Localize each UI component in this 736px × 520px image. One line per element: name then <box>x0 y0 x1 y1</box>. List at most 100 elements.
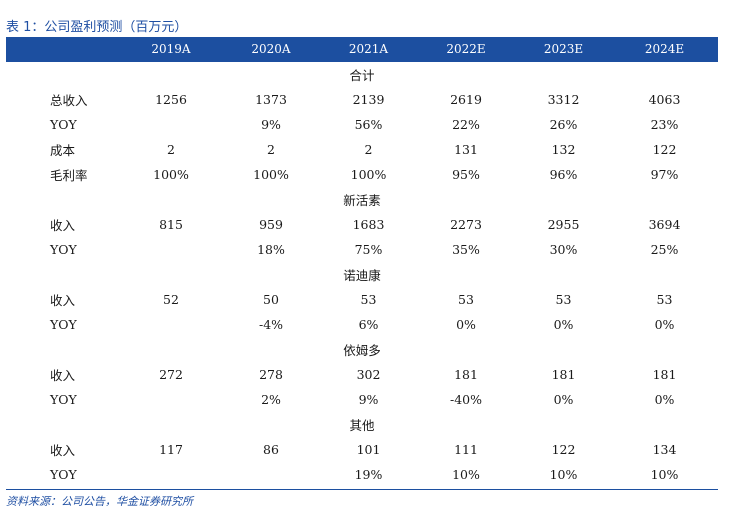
value-cell: 122 <box>652 142 677 157</box>
section-title: 新活素 <box>343 193 381 208</box>
section-row: 诺迪康 <box>6 262 718 287</box>
value-cell: 2 <box>267 142 275 157</box>
section-row: 新活素 <box>6 187 718 212</box>
value-cell: 35% <box>452 242 480 257</box>
row-label: 收入 <box>50 368 76 383</box>
table-row: 总收入 1256 1373 2139 2619 3312 4063 <box>6 87 718 112</box>
value-cell: 22% <box>452 117 480 132</box>
value-cell: 1256 <box>155 92 187 107</box>
row-label: 毛利率 <box>50 168 88 183</box>
row-label: YOY <box>50 317 77 332</box>
value-cell: 0% <box>553 392 574 407</box>
table-row: 收入 117 86 101 111 122 134 <box>6 437 718 462</box>
section-row: 依姆多 <box>6 337 718 362</box>
table-row: 毛利率 100% 100% 100% 95% 96% 97% <box>6 162 718 187</box>
value-cell: 23% <box>650 117 679 132</box>
value-cell: 2273 <box>450 217 482 232</box>
value-cell: 0% <box>654 317 675 332</box>
value-cell: 97% <box>650 167 679 182</box>
value-cell: 10% <box>650 467 679 482</box>
value-cell: 4063 <box>648 92 681 107</box>
value-cell: 117 <box>159 442 183 457</box>
value-cell: 134 <box>652 442 677 457</box>
value-cell: 50 <box>263 292 279 307</box>
row-label: YOY <box>50 242 77 257</box>
value-cell: 19% <box>354 467 383 482</box>
header-cell-2021a: 2021A <box>348 42 389 56</box>
value-cell: 131 <box>454 142 478 157</box>
value-cell: 95% <box>452 167 480 182</box>
value-cell: 53 <box>458 292 474 307</box>
table-caption: 表 1：公司盈利预测（百万元） <box>6 20 188 35</box>
value-cell: 2139 <box>352 92 385 107</box>
header-cell-2022e: 2022E <box>446 42 486 56</box>
value-cell: 18% <box>257 242 285 257</box>
header-cell-2019a: 2019A <box>151 42 191 56</box>
profit-forecast-table: 2019A 2020A 2021A 2022E 2023E 2024E 合计总收… <box>6 37 718 487</box>
value-cell: 6% <box>358 317 379 332</box>
row-label: 成本 <box>50 143 76 158</box>
value-cell: 2 <box>167 142 175 157</box>
value-cell: 25% <box>650 242 679 257</box>
value-cell: -40% <box>449 392 482 407</box>
header-cell-2023e: 2023E <box>543 42 584 56</box>
section-row: 其他 <box>6 412 718 437</box>
value-cell: 959 <box>259 217 283 232</box>
value-cell: 2 <box>364 142 373 157</box>
value-cell: 101 <box>356 442 381 457</box>
value-cell: 52 <box>163 292 179 307</box>
value-cell: 26% <box>549 117 578 132</box>
value-cell: 2955 <box>547 217 580 232</box>
value-cell: 9% <box>358 392 379 407</box>
table-row: YOY 18% 75% 35% 30% 25% <box>6 237 718 262</box>
table-body: 合计 总收入 1256 1373 2139 2619 3312 4063 YOY 9% 56% 22%… <box>6 62 718 487</box>
value-cell: 2% <box>261 392 281 407</box>
value-cell: 0% <box>456 317 476 332</box>
row-label: 总收入 <box>50 93 88 108</box>
value-cell: 111 <box>454 442 478 457</box>
value-cell: 132 <box>551 142 576 157</box>
value-cell: 3694 <box>648 217 681 232</box>
row-label: 收入 <box>50 293 76 308</box>
value-cell: 53 <box>555 292 572 307</box>
value-cell: 10% <box>549 467 578 482</box>
table-row: 成本 2 2 2 131 132 122 <box>6 137 718 162</box>
header-cell-2020a: 2020A <box>251 42 291 56</box>
value-cell: 181 <box>454 367 478 382</box>
row-label: YOY <box>50 467 77 482</box>
value-cell: 272 <box>159 367 183 382</box>
value-cell: 53 <box>360 292 377 307</box>
row-label: YOY <box>50 392 77 407</box>
value-cell: 0% <box>553 317 574 332</box>
section-title: 合计 <box>349 68 375 83</box>
table-row: YOY 9% 56% 22% 26% 23% <box>6 112 718 137</box>
row-label: 收入 <box>50 443 76 458</box>
value-cell: 100% <box>350 167 387 182</box>
row-label: YOY <box>50 117 77 132</box>
source-note: 资料来源：公司公告，华金证券研究所 <box>6 495 193 508</box>
table-row: 收入 272 278 302 181 181 181 <box>6 362 718 387</box>
table-row: 收入 815 959 1683 2273 2955 3694 <box>6 212 718 237</box>
table-row: YOY 2% 9% -40% 0% 0% <box>6 387 718 412</box>
value-cell: 815 <box>159 217 183 232</box>
header-cell-2024e: 2024E <box>644 42 685 56</box>
value-cell: 75% <box>354 242 383 257</box>
value-cell: 10% <box>452 467 480 482</box>
section-title: 其他 <box>349 418 375 433</box>
table-row: YOY -4% 6% 0% 0% 0% <box>6 312 718 337</box>
value-cell: 0% <box>654 392 675 407</box>
value-cell: 181 <box>551 367 576 382</box>
value-cell: 100% <box>153 167 189 182</box>
table-row: 收入 52 50 53 53 53 53 <box>6 287 718 312</box>
row-label: 收入 <box>50 218 76 233</box>
value-cell: 56% <box>354 117 383 132</box>
value-cell: 1683 <box>352 217 385 232</box>
value-cell: -4% <box>258 317 284 332</box>
value-cell: 302 <box>356 367 381 382</box>
value-cell: 53 <box>656 292 673 307</box>
value-cell: 1373 <box>255 92 287 107</box>
value-cell: 2619 <box>450 92 482 107</box>
section-row: 合计 <box>6 62 718 87</box>
value-cell: 100% <box>253 167 289 182</box>
table-header: 2019A 2020A 2021A 2022E 2023E 2024E <box>6 37 718 62</box>
